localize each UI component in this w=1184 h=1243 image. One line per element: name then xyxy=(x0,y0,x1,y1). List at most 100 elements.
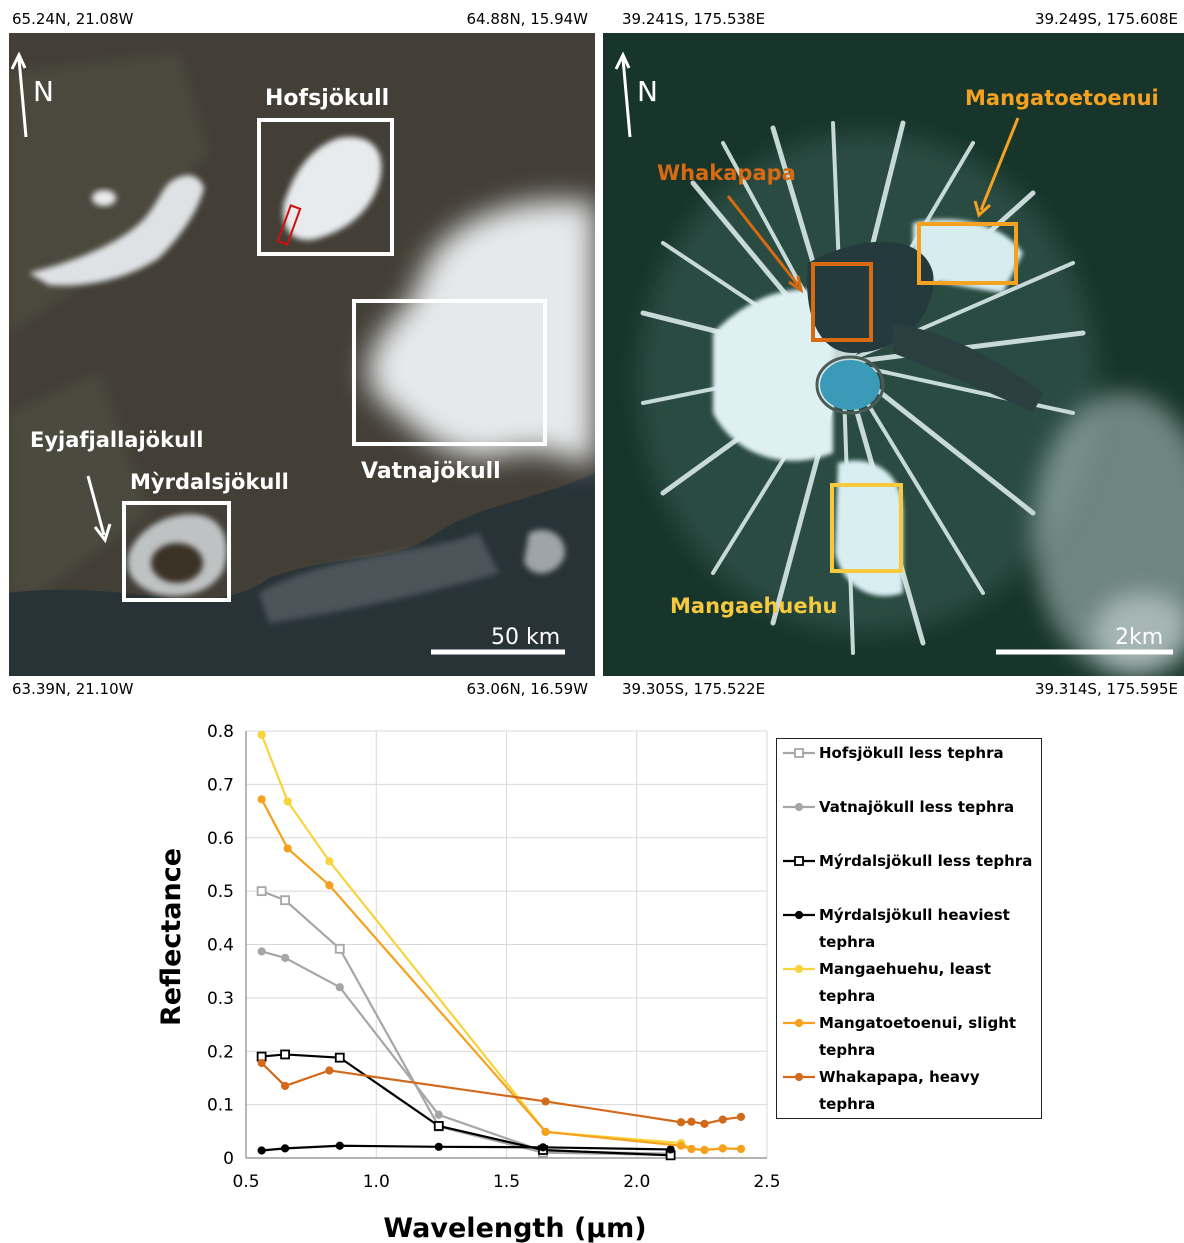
data-point xyxy=(325,881,334,890)
data-point xyxy=(700,1119,709,1128)
iceland-coast-haze xyxy=(259,533,499,623)
mangatoetoenui-arrow-head-icon xyxy=(973,200,992,218)
legend-label: Vatnajökull less tephra xyxy=(819,798,1015,816)
legend-label: Hofsjökull less tephra xyxy=(819,744,1004,762)
vatnajokull-label: Vatnajökull xyxy=(361,459,501,484)
data-point xyxy=(257,947,266,956)
data-point xyxy=(280,1144,290,1153)
data-point xyxy=(335,983,344,992)
data-point xyxy=(280,1081,290,1091)
legend-item: Hofsjökull less tephra xyxy=(777,740,1041,767)
y-tick-label: 0.1 xyxy=(207,1096,234,1116)
y-tick-label: 0.4 xyxy=(207,936,234,956)
y-tick-label: 0.6 xyxy=(207,829,234,849)
legend-swatch xyxy=(783,964,815,974)
ruapehu-scale-label: 2km xyxy=(1115,625,1163,650)
data-point xyxy=(541,1127,550,1136)
iceland-scale-label: 50 km xyxy=(491,625,560,650)
whakapapa-box xyxy=(811,262,873,342)
small-ice-cap xyxy=(92,190,116,206)
data-point xyxy=(325,1066,334,1075)
series-1 xyxy=(257,947,675,1158)
data-point xyxy=(283,844,292,853)
legend-swatch xyxy=(783,910,815,920)
mangatoetoenui-box xyxy=(917,222,1018,285)
ruapehu-north-arrow-head-icon xyxy=(614,51,631,70)
data-point xyxy=(541,1097,550,1106)
iceland-satellite-map: N Hofsjökull Vatnajökull Eyjafjallajökul… xyxy=(9,33,595,676)
legend-item: Mýrdalsjökull heaviest tephra xyxy=(777,902,1041,956)
mangatoetoenui-label: Mangatoetoenui xyxy=(965,86,1159,110)
whakapapa-arrow-head-icon xyxy=(788,275,804,294)
legend-marker xyxy=(794,748,804,758)
iceland-corner-bottom-right: 63.06N, 16.59W xyxy=(466,680,588,698)
crater-lake xyxy=(820,360,880,410)
chart-ticks: 0 0.1 0.2 0.3 0.4 0.5 0.6 0.7 0.8 0.5 1.0 1.5 2.0 2.5 xyxy=(207,722,781,1192)
data-point xyxy=(280,895,290,906)
series-line xyxy=(261,890,671,1156)
data-point xyxy=(736,1144,746,1154)
legend-label: Mýrdalsjökull less tephra xyxy=(819,852,1033,870)
myrdalsjokull-box xyxy=(122,501,231,602)
myrdalsjokull-label: Mỳrdalsjökull xyxy=(130,470,289,494)
vatnajokull-box xyxy=(352,299,547,446)
ruapehu-dark-ridge xyxy=(893,323,1043,413)
whakapapa-label: Whakapapa xyxy=(657,161,796,185)
reflectance-chart: 0 0.1 0.2 0.3 0.4 0.5 0.6 0.7 0.8 0.5 1.0 1.5 2.0 2.5… xyxy=(156,722,781,1243)
data-point xyxy=(334,1052,345,1063)
data-point xyxy=(687,1144,696,1154)
data-point xyxy=(538,1143,548,1152)
whakapapa-arrow-icon xyxy=(726,195,800,286)
data-point xyxy=(736,1112,746,1122)
legend-item: Mangaehuehu, least tephra xyxy=(777,956,1041,1010)
ruapehu-satellite-map: N Whakapapa Mangatoetoenui Mangaehuehu 2… xyxy=(603,33,1184,676)
data-point xyxy=(257,1146,266,1155)
iceland-corner-top-left: 65.24N, 21.08W xyxy=(12,10,134,28)
data-point xyxy=(676,1141,686,1150)
data-point xyxy=(676,1118,686,1127)
legend-marker xyxy=(794,802,804,812)
ruapehu-north-label: N xyxy=(637,75,658,108)
data-point xyxy=(434,1110,443,1119)
eyjafjallajokull-arrow-head-icon xyxy=(93,523,112,544)
iceland-green-lowland-south xyxy=(9,373,149,593)
data-point xyxy=(283,797,292,806)
north-label: N xyxy=(33,75,54,108)
ruapehu-north-arrow-icon xyxy=(621,58,632,138)
data-point xyxy=(325,857,334,866)
y-tick-label: 0.5 xyxy=(207,882,234,902)
legend-label: Mýrdalsjökull heaviest tephra xyxy=(819,906,1010,951)
x-tick-label: 2.5 xyxy=(753,1172,780,1192)
ruapehu-east-snow xyxy=(913,219,1023,293)
iceland-corner-top-right: 64.88N, 15.94W xyxy=(466,10,588,28)
legend-swatch xyxy=(783,1072,815,1082)
crater-lake-rim xyxy=(815,355,885,415)
mangatoetoenui-arrow-icon xyxy=(979,117,1020,211)
chart-series xyxy=(256,730,746,1161)
data-point xyxy=(434,1142,443,1151)
series-0 xyxy=(256,886,676,1160)
north-arrow-head-icon xyxy=(10,51,27,70)
mangaehuehu-label: Mangaehuehu xyxy=(670,594,838,618)
ruapehu-corner-bottom-right: 39.314S, 175.595E xyxy=(1034,680,1178,698)
y-tick-label: 0 xyxy=(223,1149,234,1169)
legend-marker xyxy=(794,910,804,920)
iceland-corner-bottom-left: 63.39N, 21.10W xyxy=(12,680,134,698)
chart-y-axis-label: Reflectance xyxy=(156,848,187,1026)
legend-marker xyxy=(794,964,804,974)
data-point xyxy=(334,943,345,954)
hofsjokull-glacier xyxy=(283,137,382,240)
x-tick-label: 1.5 xyxy=(493,1172,520,1192)
hofsjokull-label: Hofsjökull xyxy=(265,86,389,111)
chart-grid xyxy=(245,730,768,1159)
eyjafjallajokull-arrow-icon xyxy=(86,475,106,536)
data-point xyxy=(666,1145,675,1154)
ruapehu-corner-bottom-left: 39.305S, 175.522E xyxy=(622,680,766,698)
series-3 xyxy=(257,1141,675,1155)
legend-marker xyxy=(794,1072,804,1082)
series-5 xyxy=(257,795,746,1155)
legend-marker xyxy=(794,856,804,866)
series-line xyxy=(260,1062,742,1125)
data-point xyxy=(433,1121,444,1131)
data-point xyxy=(257,795,266,804)
